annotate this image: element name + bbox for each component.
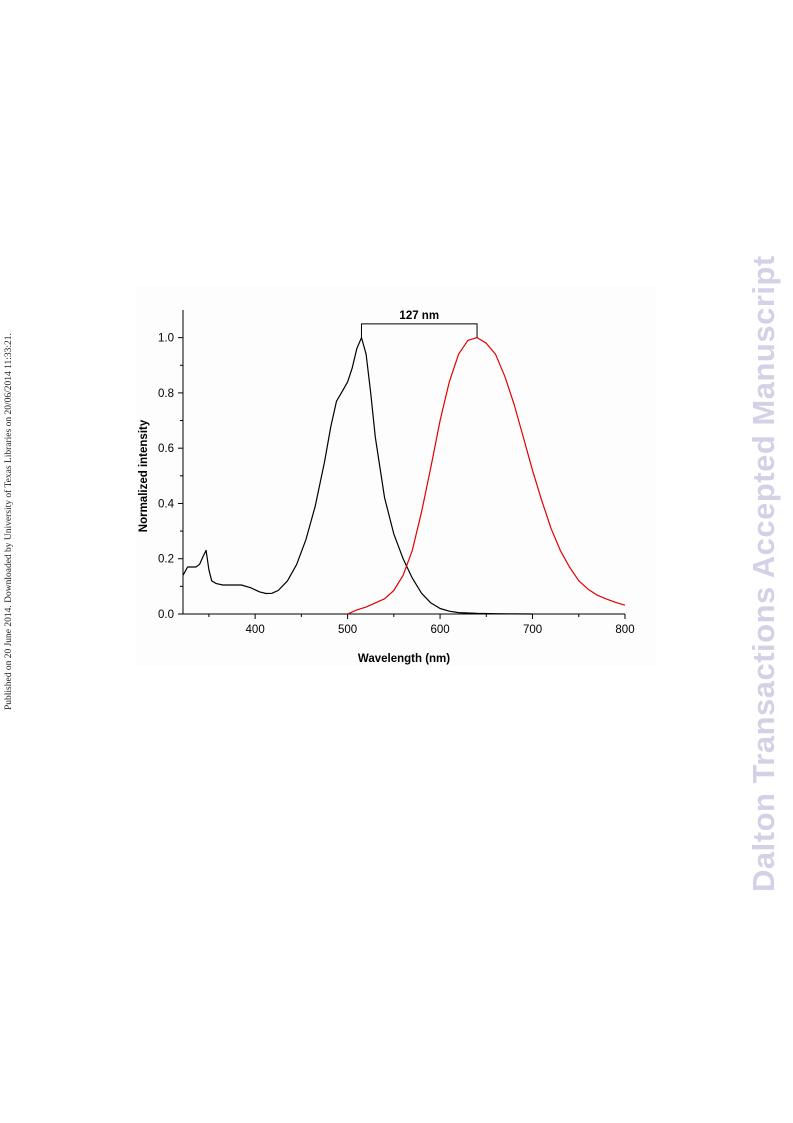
x-tick-label: 500 [338,624,357,636]
y-tick-label: 0.4 [158,498,175,510]
y-tick-label: 0.8 [158,388,174,400]
y-tick-label: 1.0 [158,333,174,345]
x-tick-label: 700 [523,624,542,636]
journal-watermark: Dalton Transactions Accepted Manuscript [746,255,781,892]
x-tick-label: 800 [615,624,634,636]
spectra-chart: 400 500 600 700 800 0.0 0.2 0.4 0.6 0.8 1.0 127 nm… [138,310,635,665]
y-tick-label: 0.6 [158,443,174,455]
emission-curve [347,337,626,615]
y-tick-label: 0.2 [158,554,174,566]
spectra-figure: 400 500 600 700 800 0.0 0.2 0.4 0.6 0.8 1.0 127 nm… [136,286,656,666]
x-tick-label: 600 [430,624,449,636]
stokes-shift-bracket [360,323,478,338]
stokes-shift-label: 127 nm [399,310,439,322]
x-tick-label: 400 [246,624,265,636]
x-axis-label: Wavelength (nm) [358,653,450,665]
axes: 400 500 600 700 800 0.0 0.2 0.4 0.6 0.8 1.0 [158,310,635,636]
y-axis-label: Normalized intensity [138,419,150,532]
annotation-layer: 127 nm [360,310,478,338]
absorption-curve [182,337,533,615]
download-note: Published on 20 June 2014. Downloaded by… [4,333,14,710]
y-tick-label: 0.0 [158,609,174,621]
series-layer [182,337,626,615]
